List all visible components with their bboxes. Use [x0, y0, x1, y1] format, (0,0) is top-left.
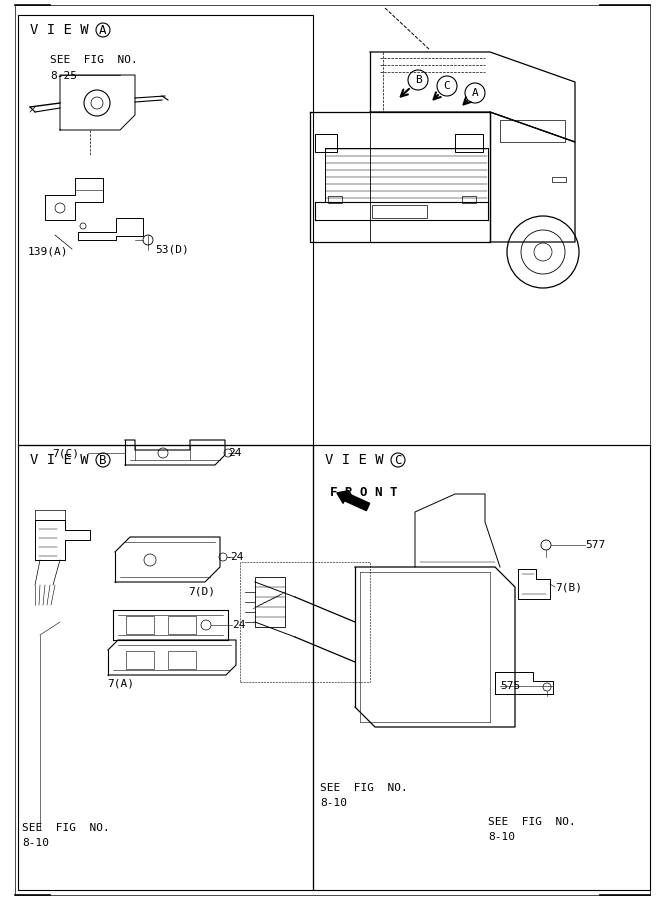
Text: 577: 577 [585, 540, 605, 550]
Bar [328, 196, 342, 203]
Text: F R O N T: F R O N T [330, 485, 398, 499]
Text: 24: 24 [232, 620, 245, 630]
Text: 24: 24 [228, 448, 241, 458]
Text: 7(C): 7(C) [52, 448, 79, 458]
Text: C: C [444, 81, 450, 91]
Text: 7(B): 7(B) [555, 582, 582, 592]
Text: A: A [99, 23, 107, 37]
Text: 8-10: 8-10 [320, 798, 347, 808]
Text: SEE  FIG  NO.: SEE FIG NO. [50, 55, 138, 65]
Bar [168, 651, 196, 669]
Bar [500, 120, 565, 142]
Bar [462, 196, 476, 203]
Text: 24: 24 [230, 552, 243, 562]
Text: B: B [415, 75, 422, 85]
Text: B: B [99, 454, 107, 466]
Text: C: C [394, 454, 402, 466]
Bar [126, 651, 154, 669]
Text: V I E W: V I E W [30, 453, 89, 467]
FancyArrow shape [337, 491, 370, 510]
Text: 7(D): 7(D) [188, 587, 215, 597]
Text: SEE  FIG  NO.: SEE FIG NO. [488, 817, 576, 827]
Bar [455, 134, 483, 152]
Text: 8-10: 8-10 [488, 832, 515, 842]
Text: 53(D): 53(D) [155, 244, 189, 254]
Text: V I E W: V I E W [325, 453, 384, 467]
Text: V I E W: V I E W [30, 23, 89, 37]
Bar [372, 205, 427, 218]
Text: 139(A): 139(A) [28, 247, 69, 257]
Bar [18, 445, 313, 890]
Bar [315, 134, 337, 152]
Text: 8-10: 8-10 [22, 838, 49, 848]
Bar [552, 177, 566, 182]
Bar [255, 577, 285, 627]
Bar [313, 445, 650, 890]
Text: SEE  FIG  NO.: SEE FIG NO. [22, 823, 110, 833]
Text: 7(A): 7(A) [107, 679, 134, 689]
Text: 8-25: 8-25 [50, 71, 77, 81]
Bar [18, 15, 313, 445]
Bar [240, 562, 370, 682]
Text: 575: 575 [500, 681, 520, 691]
Text: SEE  FIG  NO.: SEE FIG NO. [320, 783, 408, 793]
Bar [168, 616, 196, 634]
Bar [126, 616, 154, 634]
Text: A: A [472, 88, 478, 98]
